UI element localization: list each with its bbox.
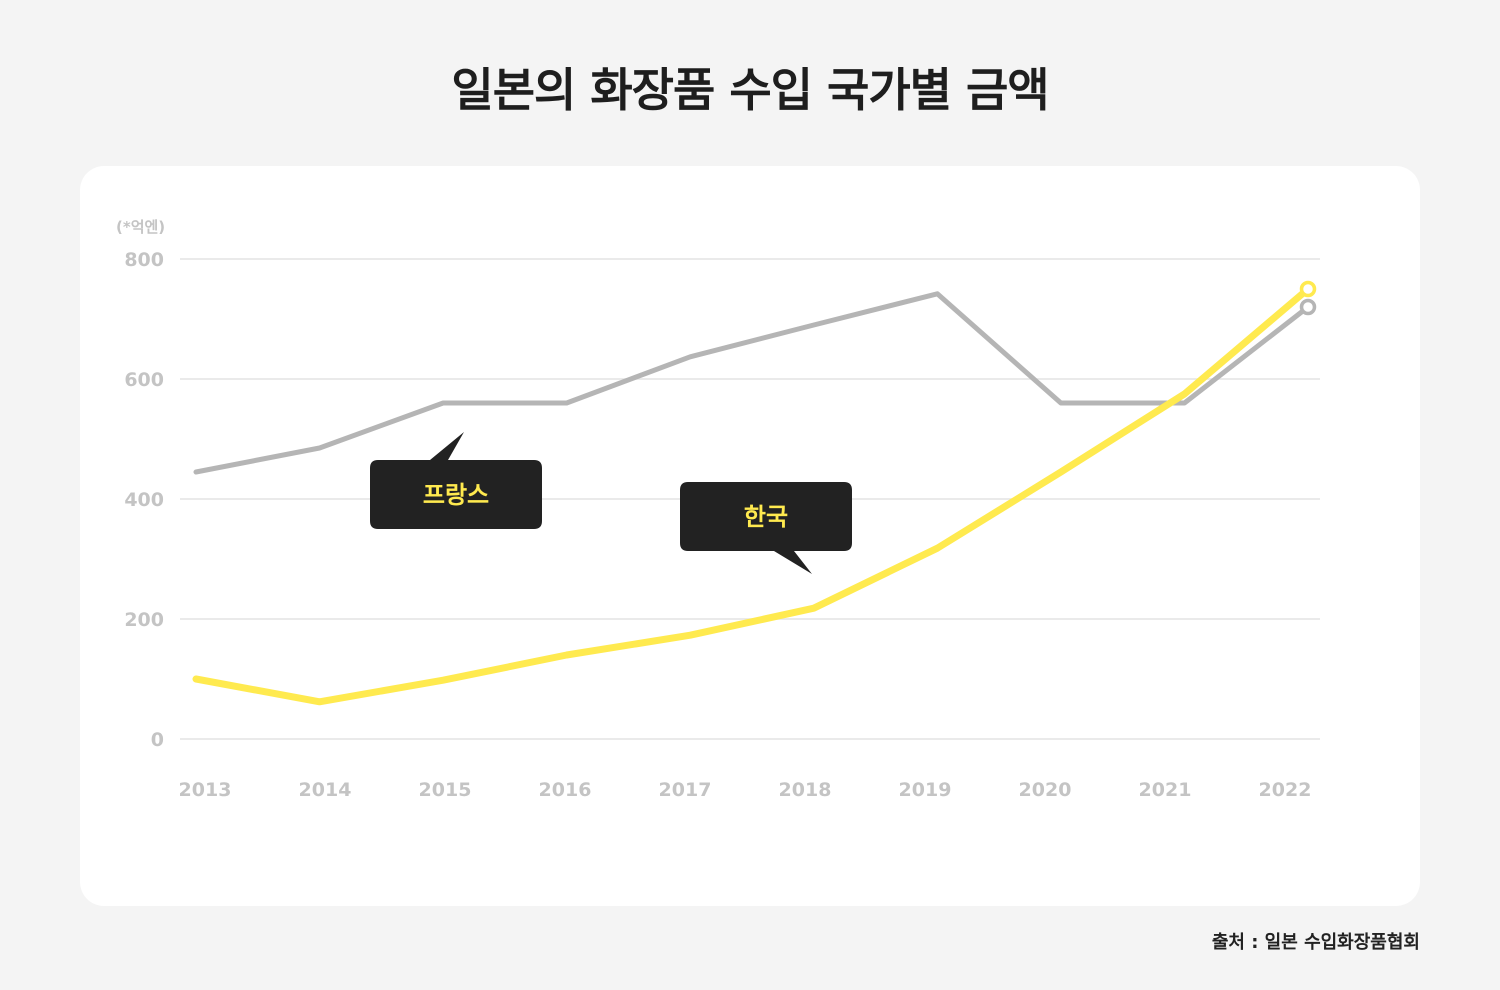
x-tick-label: 2015 bbox=[419, 779, 472, 801]
x-tick-label: 2018 bbox=[779, 779, 832, 801]
y-axis-unit-label: (*억엔) bbox=[116, 218, 165, 236]
x-tick-label: 2017 bbox=[659, 779, 712, 801]
page-title: 일본의 화장품 수입 국가별 금액 bbox=[451, 63, 1049, 117]
x-tick-label: 2020 bbox=[1019, 779, 1072, 801]
callout-layer: 프랑스 한국 bbox=[370, 432, 852, 574]
callout-korea: 한국 bbox=[680, 482, 852, 574]
callout-korea-label: 한국 bbox=[744, 503, 788, 531]
callout-france-label: 프랑스 bbox=[423, 481, 489, 509]
y-axis: (*억엔) 0 200 400 600 800 bbox=[116, 218, 165, 751]
x-tick-label: 2016 bbox=[539, 779, 592, 801]
y-tick-label: 0 bbox=[151, 729, 164, 751]
series-end-marker bbox=[1299, 298, 1317, 316]
series-line-france bbox=[193, 291, 1311, 475]
series-end-marker bbox=[1299, 280, 1317, 298]
series-line-korea bbox=[192, 285, 1312, 706]
callout-france: 프랑스 bbox=[370, 432, 542, 529]
line-chart: (*억엔) 0 200 400 600 800 2013 2014 2015 2016 2017… bbox=[116, 218, 1320, 801]
x-tick-label: 2013 bbox=[179, 779, 232, 801]
callout-france-bubble bbox=[370, 432, 542, 529]
y-tick-label: 600 bbox=[124, 369, 164, 391]
x-tick-label: 2014 bbox=[299, 779, 352, 801]
y-tick-label: 400 bbox=[124, 489, 164, 511]
source-note: 출처 : 일본 수입화장품협회 bbox=[1211, 932, 1420, 953]
x-tick-label: 2021 bbox=[1139, 779, 1192, 801]
x-tick-label: 2019 bbox=[899, 779, 952, 801]
chart-card: (*억엔) 0 200 400 600 800 2013 2014 2015 2016 2017… bbox=[80, 166, 1420, 906]
callout-korea-bubble bbox=[680, 482, 852, 574]
series-layer bbox=[192, 280, 1317, 706]
x-tick-label: 2022 bbox=[1259, 779, 1312, 801]
x-axis: 2013 2014 2015 2016 2017 2018 2019 2020 2021 2022 bbox=[179, 779, 1312, 801]
y-tick-label: 800 bbox=[124, 249, 164, 271]
y-tick-label: 200 bbox=[124, 609, 164, 631]
